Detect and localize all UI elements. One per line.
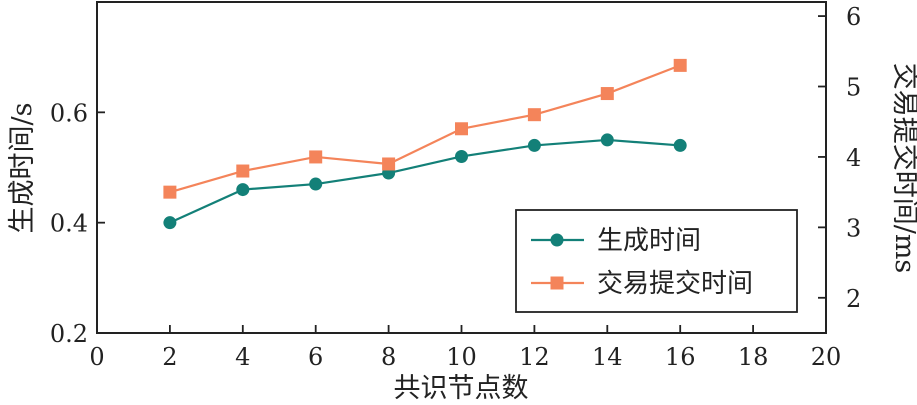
data-point-circle	[309, 177, 323, 191]
x-tick-label: 8	[381, 343, 396, 371]
data-point-circle	[163, 216, 177, 230]
x-tick-label: 4	[235, 343, 250, 371]
data-point-circle	[455, 149, 468, 163]
data-point-square	[673, 58, 687, 72]
y2-tick-label: 4	[846, 144, 861, 172]
series-line-1	[169, 64, 681, 194]
y2-tick-label: 6	[846, 3, 861, 31]
data-point-circle	[236, 183, 250, 197]
x-tick-label: 16	[665, 343, 696, 371]
x-tick-label: 0	[89, 343, 104, 371]
x-tick-label: 12	[519, 343, 550, 371]
legend-label-commit: 交易提交时间	[597, 269, 753, 299]
data-point-square	[163, 185, 177, 199]
legend-marker-commit	[550, 276, 564, 290]
legend: 生成时间 交易提交时间	[515, 209, 798, 313]
data-point-circle	[600, 133, 614, 147]
y-tick-label: 0.6	[50, 99, 88, 127]
legend-marker-generation	[550, 233, 564, 247]
data-point-square	[309, 150, 323, 164]
data-point-circle	[673, 138, 687, 152]
data-point-square	[382, 157, 396, 171]
series	[163, 58, 687, 230]
y-tick-label: 0.4	[50, 210, 88, 238]
y2-tick-label: 2	[846, 285, 861, 313]
right-y-axis-title: 交易提交时间/ms	[889, 63, 917, 274]
x-tick-label: 10	[446, 343, 477, 371]
x-axis-title: 共识节点数	[394, 373, 529, 404]
x-tick-label: 20	[811, 343, 842, 371]
x-tick-label: 2	[162, 343, 177, 371]
data-point-square	[455, 122, 468, 136]
left-y-axis-title: 生成时间/s	[7, 103, 38, 234]
legend-box	[515, 209, 798, 313]
data-point-square	[527, 108, 541, 122]
legend-label-generation: 生成时间	[597, 226, 701, 256]
x-tick-label: 6	[308, 343, 323, 371]
x-tick-label: 18	[738, 343, 769, 371]
series-line-0	[169, 138, 681, 224]
y2-tick-label: 5	[846, 74, 861, 102]
data-point-square	[600, 87, 614, 101]
y2-tick-label: 3	[846, 214, 861, 242]
data-point-circle	[527, 138, 541, 152]
x-tick-label: 14	[592, 343, 623, 371]
axis-ticks: 0 2 4 6 8 10 12 14 16 18 20 0.2 0.4 0.6 2 3 4 5 6	[50, 3, 861, 371]
data-point-square	[236, 164, 250, 178]
y-tick-label: 0.2	[50, 320, 88, 348]
